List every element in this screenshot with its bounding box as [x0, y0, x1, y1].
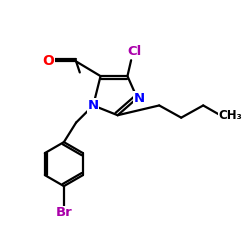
Text: N: N: [134, 92, 145, 104]
Text: N: N: [88, 99, 99, 112]
Text: Br: Br: [56, 206, 72, 220]
Text: Cl: Cl: [128, 45, 142, 58]
Text: CH₃: CH₃: [219, 109, 242, 122]
Text: O: O: [42, 54, 54, 68]
